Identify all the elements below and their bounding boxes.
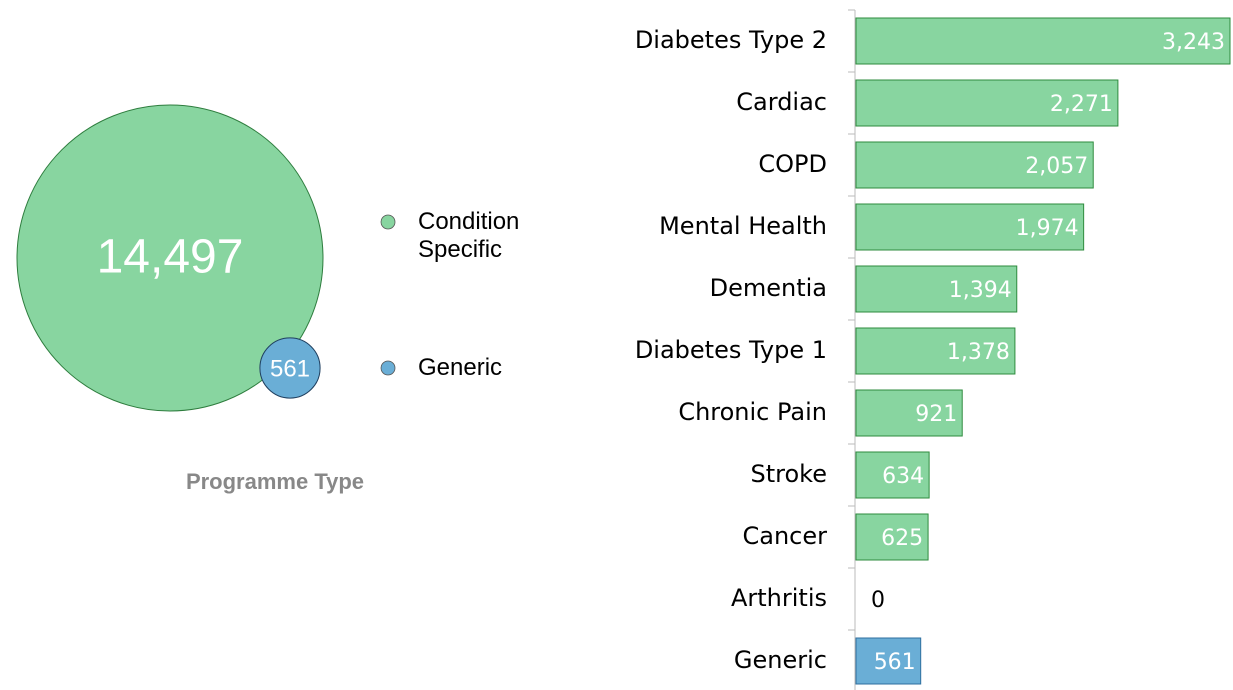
legend-label: Condition Specific [418,208,520,263]
y-tick-label: Mental Health [659,212,827,240]
y-tick-label: Chronic Pain [678,398,827,426]
bubble-label: 14,497 [97,231,244,284]
data-label: 1,394 [949,278,1012,303]
data-label: 0 [871,588,885,613]
y-tick-label: Cardiac [736,88,827,116]
data-label: 561 [874,650,916,675]
y-tick-label: Cancer [742,522,827,550]
data-label: 625 [881,526,923,551]
bar [855,141,1094,189]
data-label: 3,243 [1162,30,1225,55]
bar [855,637,922,685]
bar [855,79,1119,127]
y-tick-label: Diabetes Type 2 [635,26,827,54]
legend-label: Generic [418,354,503,381]
bar [855,203,1085,251]
y-tick-label: Generic [734,646,827,674]
bar [855,327,1016,375]
data-label: 2,057 [1025,154,1088,179]
data-label: 921 [915,402,957,427]
bar [855,17,1231,65]
y-tick-label: COPD [758,150,827,178]
bubble-label: 561 [270,355,310,382]
data-label: 1,378 [947,340,1010,365]
bar [855,451,930,499]
bar [855,265,1018,313]
bubble [259,337,321,399]
bar [855,389,963,437]
bubble [16,104,324,412]
data-label: 2,271 [1050,92,1113,117]
data-label: 634 [882,464,924,489]
legend-marker [380,360,396,376]
y-tick-label: Diabetes Type 1 [635,336,827,364]
data-label: 1,974 [1016,216,1079,241]
y-tick-label: Dementia [710,274,827,302]
bar [855,513,929,561]
y-tick-label: Arthritis [731,584,827,612]
legend-marker [380,214,396,230]
y-tick-label: Stroke [751,460,827,488]
chart-title: Programme Type [186,469,364,494]
